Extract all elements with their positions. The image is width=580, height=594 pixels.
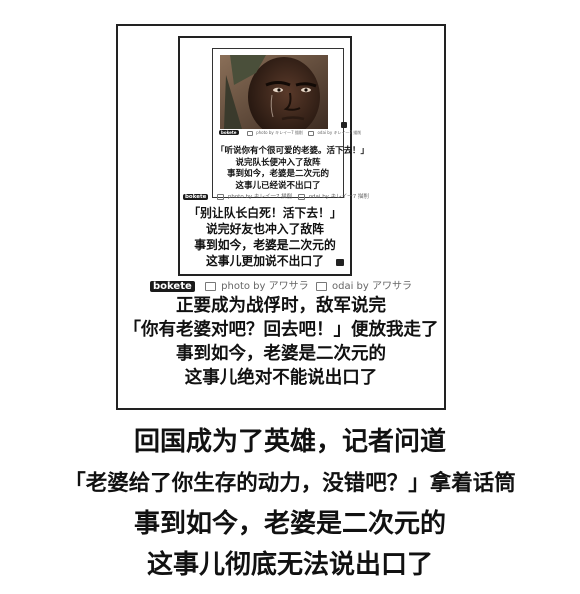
image-icon: [297, 193, 305, 200]
caption-line: 事到如今，老婆是二次元的: [226, 169, 329, 179]
caption-line: 事到如今，老婆是二次元的: [176, 344, 386, 364]
photo-by-label: photo by: [227, 194, 253, 200]
odai-author: キレイ一7 描削: [330, 194, 369, 200]
caption-level-4: 回国成为了英雄，记者问道 「老婆给了你生存的动力，没错吧？」拿着话筒 事到如今，…: [0, 422, 580, 586]
photo-by-label: photo by: [256, 130, 274, 135]
bokete-logo: bokete: [219, 130, 239, 135]
credit-line-middle: bokete photo by キレイ一7 描削 odai by キレイ一7 描…: [183, 192, 369, 200]
bokete-logo: bokete: [183, 194, 209, 200]
caption-line: 「你有老婆对吧？回去吧！」便放我走了: [123, 320, 439, 340]
odai-author: アワサラ: [372, 281, 413, 292]
odai-by-label: odai by: [332, 281, 369, 292]
image-icon: [308, 130, 315, 136]
odai-author: キレイ一7 描削: [333, 130, 362, 135]
camera-icon: [246, 130, 253, 136]
caption-line: 事到如今，老婆是二次元的: [133, 509, 446, 539]
smudge-mark: [341, 122, 347, 128]
caption-line: 「别让队长白死！活下去！」: [188, 206, 342, 220]
caption-line: 这事儿绝对不能说出口了: [184, 368, 378, 388]
photo-by-label: photo by: [221, 281, 266, 292]
caption-line: 正要成为战俘时，敌军说完: [176, 296, 386, 316]
photo-author: キレイ一7 描削: [253, 194, 293, 200]
caption-line: 事到如今，老婆是二次元的: [194, 238, 336, 252]
odai-by-label: odai by: [308, 194, 329, 200]
soldier-face-illustration: [220, 55, 328, 129]
camera-icon: [204, 281, 216, 291]
caption-line: 「老婆给了你生存的动力，没错吧？」拿着话筒: [64, 471, 516, 496]
caption-level-2: 「别让队长白死！活下去！」 说完好友也冲入了敌阵 事到如今，老婆是二次元的 这事…: [182, 205, 348, 269]
soldier-photo: [220, 55, 328, 129]
camera-icon: [217, 193, 225, 200]
bokete-logo: bokete: [150, 281, 195, 292]
caption-line: 这事儿彻底无法说出口了: [146, 550, 433, 580]
credit-line-outer: bokete photo by アワサラ odai by アワサラ: [150, 277, 412, 292]
caption-line: 回国成为了英雄，记者问道: [133, 427, 446, 457]
caption-line: 这事儿更加说不出口了: [206, 254, 324, 268]
image-icon: [315, 281, 327, 291]
odai-by-label: odai by: [317, 130, 333, 135]
caption-level-3: 正要成为战俘时，敌军说完 「你有老婆对吧？回去吧！」便放我走了 事到如今，老婆是…: [120, 294, 442, 390]
caption-line: 说完队长便冲入了敌阵: [235, 157, 321, 168]
photo-author: アワサラ: [268, 281, 309, 292]
credit-line-inner: bokete photo by キレイ一7 描削 odai by キレイ一7 描…: [219, 130, 361, 136]
caption-line: 「听说你有个很可爱的老婆。活下去！」: [216, 146, 370, 156]
caption-level-1: 「听说你有个很可爱的老婆。活下去！」 说完队长便冲入了敌阵 事到如今，老婆是二次…: [216, 146, 370, 192]
smudge-mark: [336, 259, 344, 266]
caption-line: 这事儿已经说不出口了: [235, 180, 321, 191]
photo-author: キレイ一7 描削: [275, 130, 303, 135]
caption-line: 说完好友也冲入了敌阵: [206, 222, 324, 236]
